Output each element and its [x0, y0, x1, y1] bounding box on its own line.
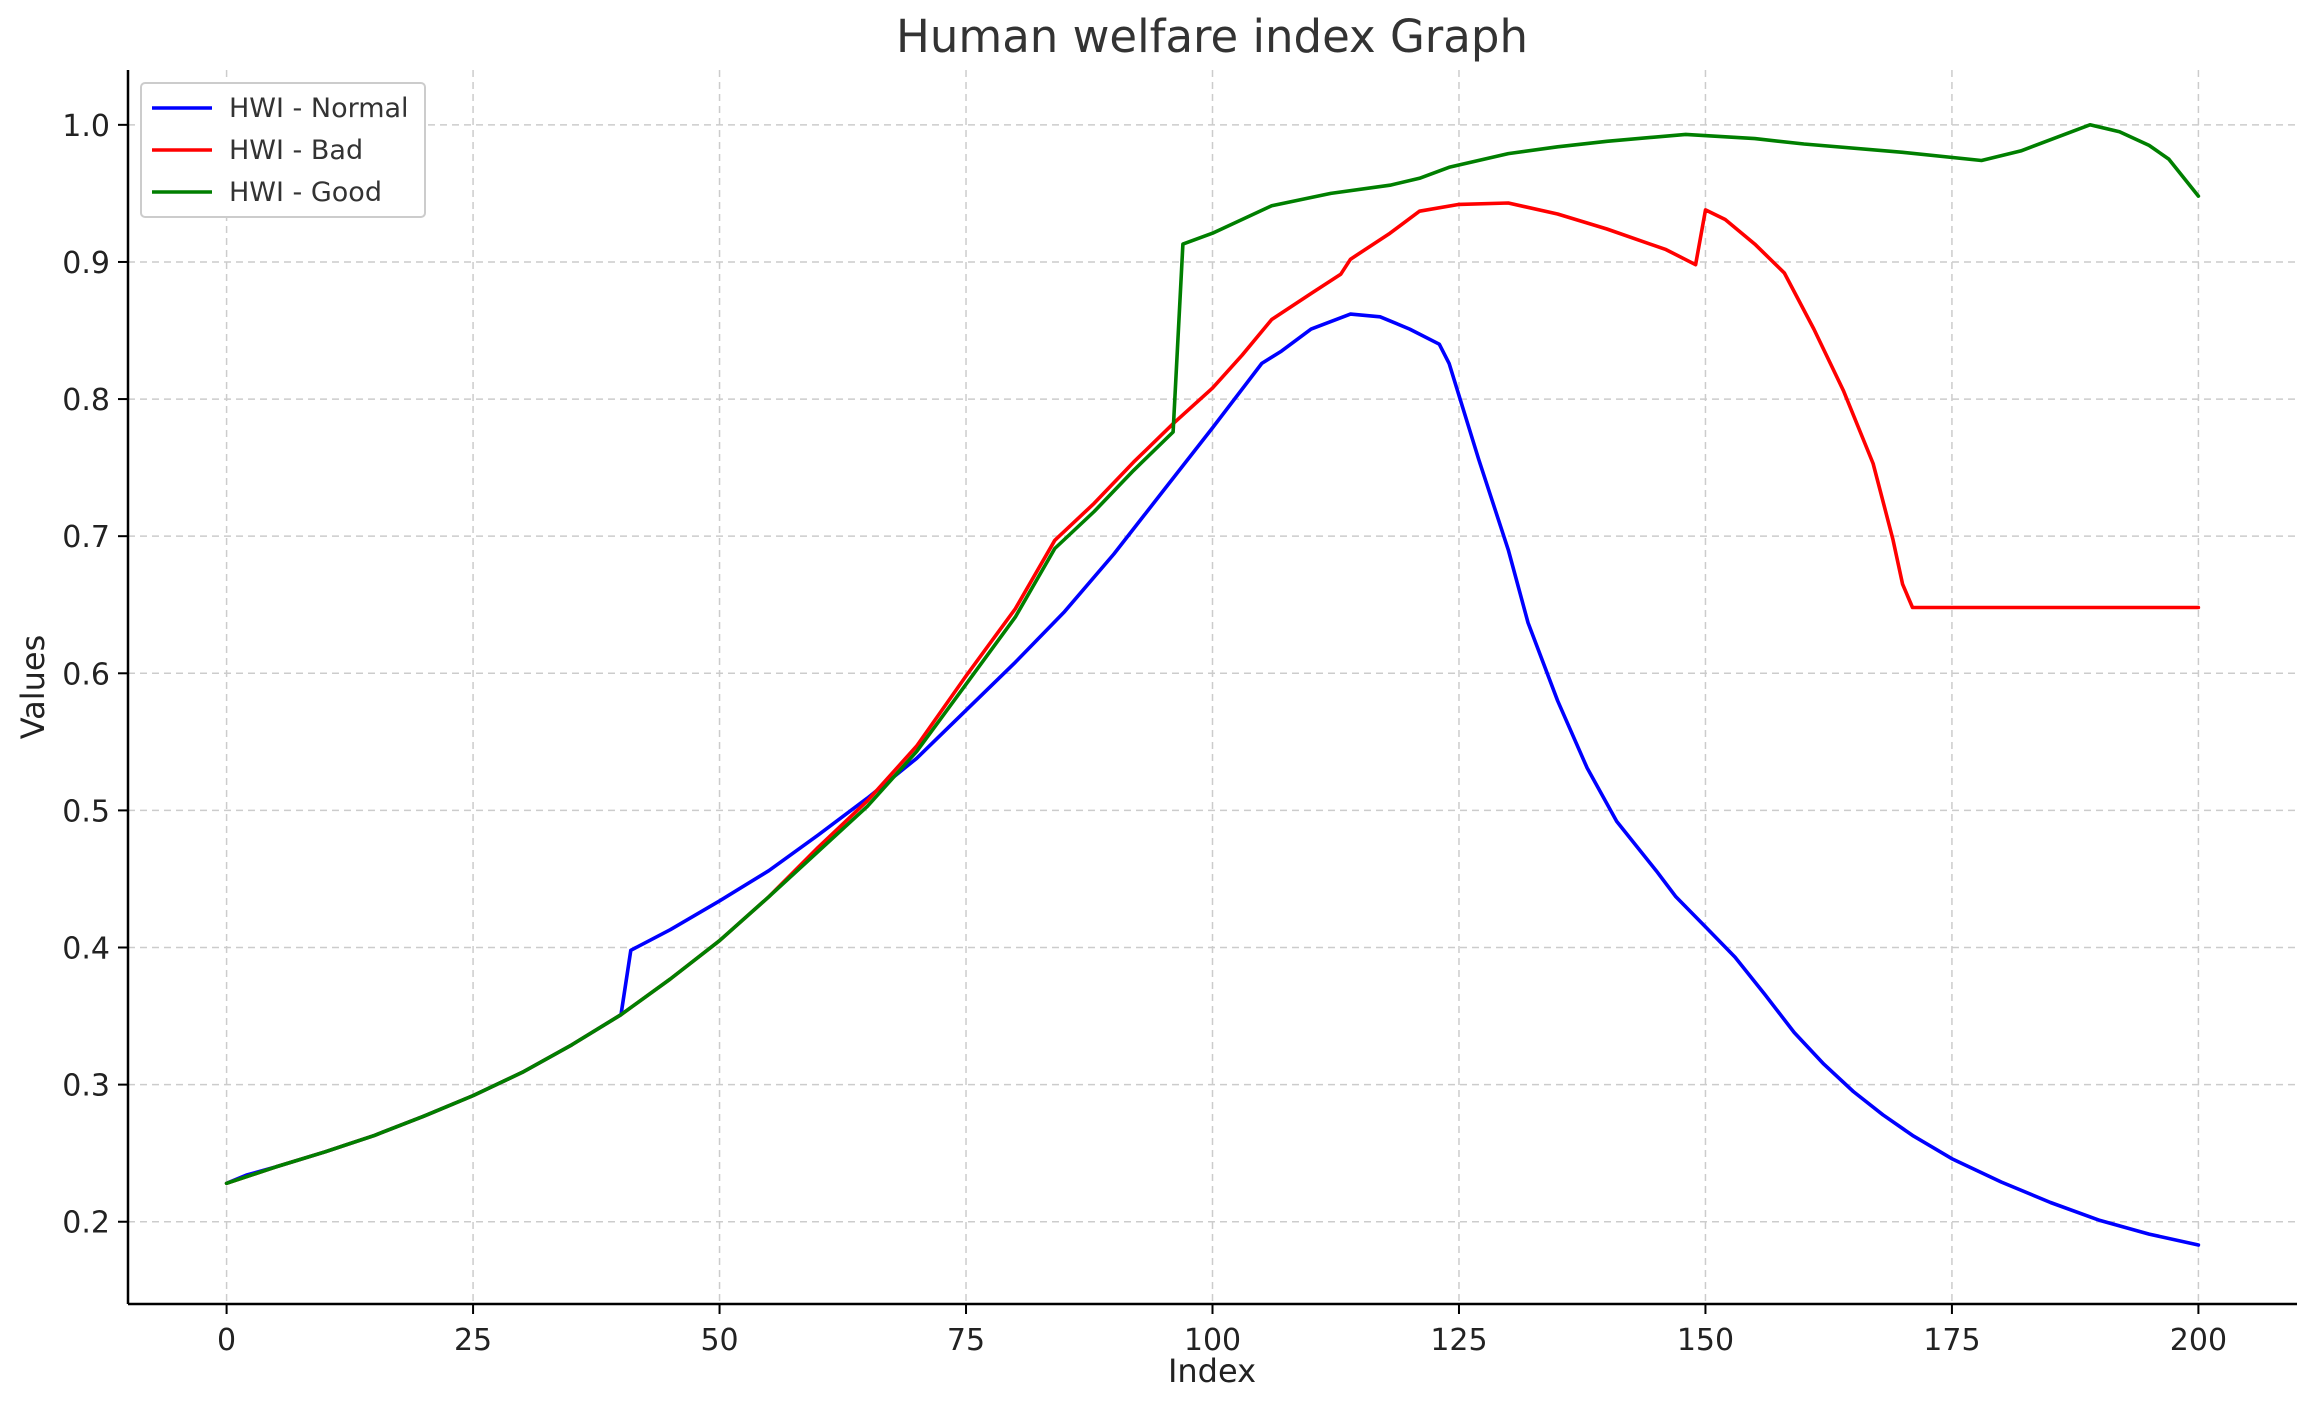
x-tick-label: 25 — [454, 1323, 492, 1358]
y-tick-label: 0.4 — [62, 932, 110, 967]
legend: HWI - Normal HWI - Bad HWI - Good — [140, 82, 426, 218]
x-axis-label: Index — [1168, 1352, 1256, 1390]
y-tick-label: 0.7 — [62, 520, 110, 555]
x-tick-label: 200 — [2170, 1323, 2227, 1358]
legend-label-hwi-normal: HWI - Normal — [229, 93, 409, 124]
x-tick-label: 175 — [1923, 1323, 1980, 1358]
x-tick-label: 100 — [1184, 1323, 1241, 1358]
x-tick-label: 0 — [217, 1323, 236, 1358]
ticks: 0 25 50 75 100 125 150 175 200 0.2 0.3 0.4 0.5 0.6 0.7… — [62, 109, 2227, 1358]
y-axis-label: Values — [14, 635, 52, 740]
x-tick-label: 150 — [1677, 1323, 1734, 1358]
y-tick-label: 0.2 — [62, 1206, 110, 1241]
series-lines — [224, 123, 2201, 1247]
x-tick-label: 75 — [947, 1323, 985, 1358]
y-tick-label: 0.9 — [62, 246, 110, 281]
legend-label-hwi-bad: HWI - Bad — [229, 135, 363, 166]
y-tick-label: 0.5 — [62, 794, 110, 829]
chart-title: Human welfare index Graph — [896, 10, 1528, 63]
y-tick-label: 0.3 — [62, 1069, 110, 1104]
legend-box — [140, 82, 426, 218]
series-line-hwi-good — [224, 123, 2201, 1186]
legend-label-hwi-good: HWI - Good — [229, 177, 382, 208]
x-tick-label: 50 — [700, 1323, 738, 1358]
y-tick-label: 1.0 — [62, 109, 110, 144]
y-tick-label: 0.6 — [62, 657, 110, 692]
y-tick-label: 0.8 — [62, 383, 110, 418]
grid — [128, 70, 2297, 1304]
x-tick-label: 125 — [1430, 1323, 1487, 1358]
